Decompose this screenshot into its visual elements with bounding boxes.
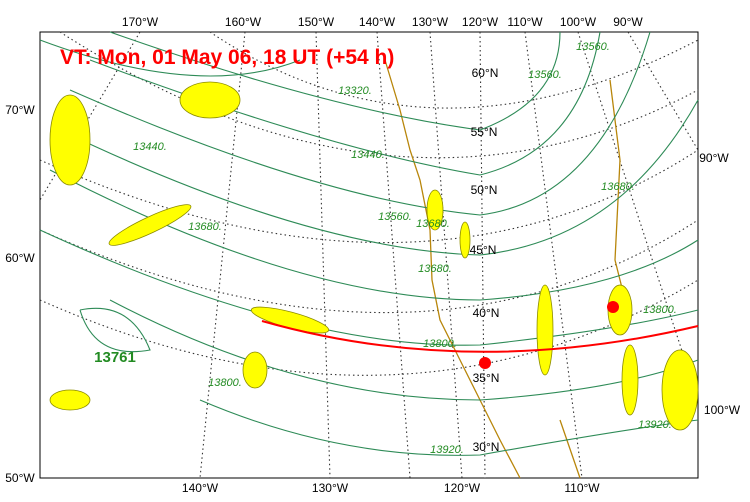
contour-label: 13680. (188, 221, 222, 233)
left-label: 70°W (5, 103, 35, 117)
top-lon-label: 90°W (613, 15, 643, 29)
lat-label: 35°N (473, 371, 500, 385)
top-lon-label: 140°W (359, 15, 396, 29)
right-label: 90°W (699, 151, 729, 165)
contour-label: 13680. (601, 181, 635, 193)
top-lon-label: 160°W (225, 15, 262, 29)
lat-label: 45°N (470, 243, 497, 257)
low-center (607, 301, 619, 313)
top-lon-label: 120°W (462, 15, 499, 29)
contour-label: 13560. (576, 41, 610, 53)
contour-label: 13800. (643, 304, 677, 316)
contour-label: 13440. (351, 149, 385, 161)
bottom-lon-label: 120°W (444, 481, 481, 495)
contour-label: 13680. (416, 218, 450, 230)
track (261, 320, 699, 353)
contour-label: 13320. (338, 85, 372, 97)
map-frame (39, 31, 699, 479)
labels: 170°W 160°W 150°W 140°W 130°W 120°W 110°W 100°W… (5, 15, 740, 495)
contour-label: 13560. (378, 211, 412, 223)
contour-label: 13920. (638, 419, 672, 431)
contour-label: 13440. (133, 141, 167, 153)
left-label: 60°W (5, 251, 35, 265)
title: VT: Mon, 01 May 06, 18 UT (+54 h) (60, 46, 394, 69)
top-lon-label: 130°W (412, 15, 449, 29)
coastline (384, 59, 626, 479)
top-lon-label: 170°W (122, 15, 159, 29)
left-label: 50°W (5, 471, 35, 485)
top-lon-label: 100°W (560, 15, 597, 29)
lat-label: 50°N (471, 183, 498, 197)
contour-label: 13680. (418, 263, 452, 275)
lat-label: 30°N (473, 440, 500, 454)
bottom-lon-label: 110°W (564, 481, 600, 495)
bottom-lon-label: 140°W (182, 481, 219, 495)
contour-label: 13800. (208, 377, 242, 389)
low-center (479, 357, 491, 369)
lat-label: 55°N (471, 125, 498, 139)
contour-label: 13560. (528, 69, 562, 81)
contour-label: 13920. (430, 444, 464, 456)
top-lon-label: 110°W (507, 15, 543, 29)
right-label: 100°W (704, 403, 741, 417)
contour-label: 13800. (423, 338, 457, 350)
high-label: 13761 (94, 349, 136, 366)
bottom-lon-label: 130°W (312, 481, 349, 495)
lat-label: 60°N (472, 66, 499, 80)
top-lon-label: 150°W (298, 15, 335, 29)
precip (49, 81, 699, 431)
lat-label: 40°N (473, 306, 500, 320)
